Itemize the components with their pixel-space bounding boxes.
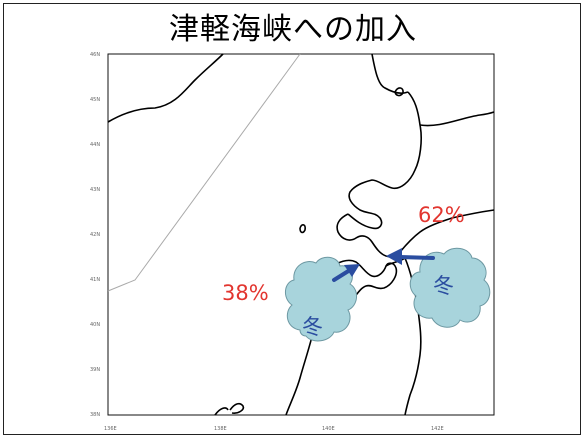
coast-hokkaido-northeast <box>419 111 495 127</box>
lat-tick-38: 38N <box>90 412 100 418</box>
west-cloud-label: 冬 <box>302 315 323 339</box>
coast-noto <box>214 407 229 416</box>
lon-tick-142: 142E <box>431 426 444 432</box>
coast-oshima-peninsula <box>336 213 401 258</box>
lat-tick-41: 41N <box>90 277 100 283</box>
lat-tick-43: 43N <box>90 187 100 193</box>
west-inflow-percent: 38% <box>222 281 269 305</box>
lon-tick-140: 140E <box>322 426 335 432</box>
coastlines <box>107 53 495 416</box>
map-frame <box>107 53 495 416</box>
coast-north <box>107 53 224 123</box>
coast-hokkaido-north <box>371 53 409 95</box>
west-inflow-arrow <box>332 264 360 282</box>
east-cloud-label: 冬 <box>433 274 454 298</box>
lon-ticks: 136E 138E 140E 142E <box>104 426 444 432</box>
slide-frame <box>3 3 581 435</box>
slide-title: 津軽海峡への加入 <box>169 12 417 47</box>
lat-tick-39: 39N <box>90 367 100 373</box>
coast-sado <box>229 402 245 414</box>
lat-tick-46: 46N <box>90 52 100 58</box>
east-winter-cloud: 冬 <box>409 247 491 328</box>
west-winter-cloud: 冬 <box>285 256 357 342</box>
lat-tick-45: 45N <box>90 97 100 103</box>
east-cloud-shape <box>409 247 491 328</box>
maritime-boundary-line <box>107 53 301 292</box>
coast-okushiri <box>299 224 306 234</box>
lat-ticks: 46N 45N 44N 43N 42N 41N 40N 39N 38N <box>90 52 100 418</box>
lat-tick-42: 42N <box>90 232 100 238</box>
lon-tick-136: 136E <box>104 426 117 432</box>
east-inflow-percent: 62% <box>418 203 465 227</box>
lon-tick-138: 138E <box>214 426 227 432</box>
lat-tick-40: 40N <box>90 322 100 328</box>
lat-tick-44: 44N <box>90 142 100 148</box>
east-inflow-arrow <box>386 248 435 265</box>
coast-rishiri <box>394 87 404 97</box>
coast-hokkaido-southeast <box>399 209 495 253</box>
coast-hokkaido-west <box>347 91 422 230</box>
